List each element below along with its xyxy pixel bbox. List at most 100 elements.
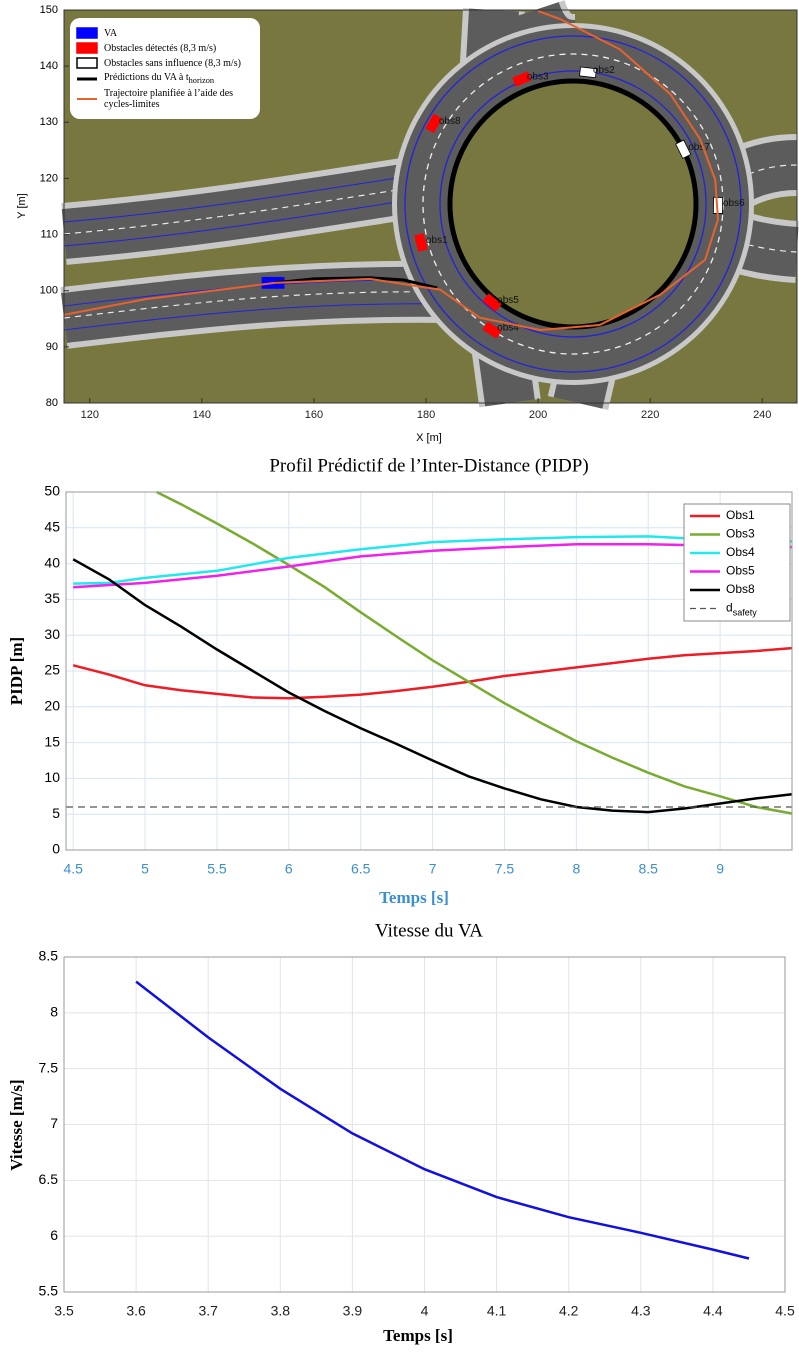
x-tick-label: 6.5 [351, 861, 371, 877]
y-axis-label: PIDP [m] [7, 637, 26, 705]
x-tick-label: 4.5 [775, 1303, 795, 1319]
trajectory [274, 276, 438, 290]
x-tick-label: 4.5 [63, 861, 83, 877]
x-tick-label: 3.9 [343, 1303, 363, 1319]
x-tick-label: 8.5 [639, 861, 659, 877]
chart-1: 4.5 5 5.5 6 6.5 7 7.5 8 8.5 9 0 5 10 15 20 25 30 35 40 45 50… [44, 483, 793, 877]
legend-label: Obs3 [726, 527, 755, 541]
chart-title: Vitesse du VA [375, 920, 483, 941]
legend-swatch [76, 27, 98, 39]
x-tick-label: 180 [417, 409, 435, 421]
y-tick-label: 30 [44, 626, 60, 642]
central-island [447, 78, 699, 330]
obstacle [675, 139, 692, 159]
legend-item: Trajectoire planifiée à l’aide des cycle… [76, 88, 254, 110]
plot-frame [63, 9, 798, 404]
x-tick-label: 4.3 [631, 1303, 651, 1319]
legend [683, 503, 791, 622]
plot-frame [65, 491, 793, 851]
obstacle [482, 321, 502, 339]
data-line [72, 558, 793, 814]
x-tick-label: 3.7 [198, 1303, 218, 1319]
obstacle-label: obs1 [426, 235, 448, 246]
x-tick-label: 240 [753, 409, 771, 421]
legend-label: Obstacles détectés (8,3 m/s) [104, 42, 217, 54]
x-tick-label: 4.2 [559, 1303, 579, 1319]
y-tick-label: 35 [44, 590, 60, 606]
y-tick-label: 25 [44, 662, 60, 678]
legend: VA Obstacles détectés (8,3 m/s) Obstacles … [70, 18, 260, 119]
chart-title: Profil Prédictif de l’Inter-Distance (PI… [269, 455, 588, 476]
y-tick-label: 10 [44, 769, 60, 785]
obstacle [414, 233, 428, 252]
y-tick-label: 120 [40, 172, 58, 184]
y-tick-label: 6.5 [39, 1171, 59, 1187]
y-tick-label: 6 [50, 1227, 58, 1243]
obstacle-label: obs7 [688, 142, 710, 153]
legend-box [76, 42, 98, 54]
lane-line [404, 35, 742, 373]
obstacle-label: obs2 [593, 65, 615, 76]
obstacle-label: obs5 [497, 295, 519, 306]
x-axis-label: Temps [s] [383, 1326, 453, 1345]
legend-item: VA [76, 27, 254, 39]
legend-box [76, 57, 98, 69]
legend-swatch [77, 77, 97, 80]
legend-swatch [76, 57, 98, 69]
y-tick-label: 40 [44, 554, 60, 570]
x-tick-label: 7 [429, 861, 437, 877]
y-tick-label: 0 [52, 841, 60, 857]
data-line [73, 535, 793, 585]
y-tick-label: 15 [44, 733, 60, 749]
y-tick-label: 5.5 [39, 1283, 59, 1299]
y-tick-label: 100 [40, 285, 58, 297]
legend-label: VA [104, 27, 118, 39]
x-tick-label: 4.1 [487, 1303, 507, 1319]
legend-item: Prédictions du VA à thorizon [76, 72, 254, 85]
x-tick-label: 220 [641, 409, 659, 421]
y-tick-label: 140 [40, 60, 58, 72]
legend-label: Obs4 [726, 545, 755, 559]
y-tick-label: 45 [44, 519, 60, 535]
data-line [135, 980, 750, 1260]
x-axis-label: Temps [s] [379, 888, 449, 907]
data-line [72, 646, 793, 700]
y-tick-label: 150 [40, 4, 58, 16]
y-tick-label: 90 [46, 341, 58, 353]
x-tick-label: 3.8 [271, 1303, 291, 1319]
legend-label: Obs8 [726, 582, 755, 596]
legend-item: Obstacles sans influence (8,3 m/s) [76, 57, 254, 69]
chart-0: 120 140 160 180 200 220 240 80 90 100 110 120 130 140… [40, 4, 798, 421]
legend-swatch [77, 98, 97, 100]
obstacle [482, 293, 502, 312]
y-tick-label: 8.5 [39, 948, 59, 964]
chart-2: 3.5 3.6 3.7 3.8 3.9 4 4.1 4.2 4.3 4.4 4.5 5.5 6 6.5 7 7… [39, 948, 795, 1319]
legend-swatch [76, 42, 98, 54]
x-tick-label: 5.5 [207, 861, 227, 877]
road-map [60, 0, 799, 411]
x-tick-label: 3.6 [126, 1303, 146, 1319]
x-tick-label: 5 [141, 861, 149, 877]
x-tick-label: 4 [421, 1303, 429, 1319]
x-axis-label: X [m] [416, 432, 442, 444]
x-tick-label: 160 [305, 409, 323, 421]
x-tick-label: 7.5 [495, 861, 515, 877]
x-tick-label: 9 [716, 861, 724, 877]
legend-item: Obstacles détectés (8,3 m/s) [76, 42, 254, 54]
y-tick-label: 110 [40, 228, 58, 240]
legend-label: Obs5 [726, 564, 755, 578]
obstacle [579, 66, 597, 79]
y-tick-label: 130 [40, 116, 58, 128]
y-tick-label: 7.5 [39, 1059, 59, 1075]
lane-divider [422, 53, 724, 355]
legend-label: Obstacles sans influence (8,3 m/s) [104, 57, 241, 69]
y-tick-label: 7 [50, 1115, 58, 1131]
x-tick-label: 3.5 [54, 1303, 74, 1319]
obstacle [425, 113, 443, 134]
obstacle-label: obs8 [439, 116, 461, 127]
y-tick-label: 50 [44, 483, 60, 499]
legend-label: Trajectoire planifiée à l’aide des cycle… [104, 88, 234, 110]
obstacle-label: obs3 [527, 72, 549, 83]
y-tick-label: 5 [52, 805, 60, 821]
